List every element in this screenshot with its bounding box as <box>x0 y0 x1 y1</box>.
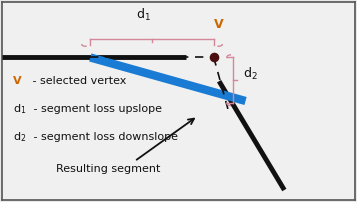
Text: $\mathregular{d_1}$: $\mathregular{d_1}$ <box>136 7 151 23</box>
Text: V: V <box>214 18 224 31</box>
Text: - segment loss upslope: - segment loss upslope <box>30 104 162 114</box>
Text: $\mathregular{d_2}$: $\mathregular{d_2}$ <box>12 130 26 143</box>
Text: - selected vertex: - selected vertex <box>29 76 126 86</box>
Text: $\mathregular{d_1}$: $\mathregular{d_1}$ <box>12 102 26 116</box>
Text: Resulting segment: Resulting segment <box>56 164 160 174</box>
Point <box>211 56 217 59</box>
Text: - segment loss downslope: - segment loss downslope <box>30 132 177 142</box>
Text: V: V <box>12 76 21 86</box>
Text: $\mathregular{d_2}$: $\mathregular{d_2}$ <box>243 66 258 82</box>
